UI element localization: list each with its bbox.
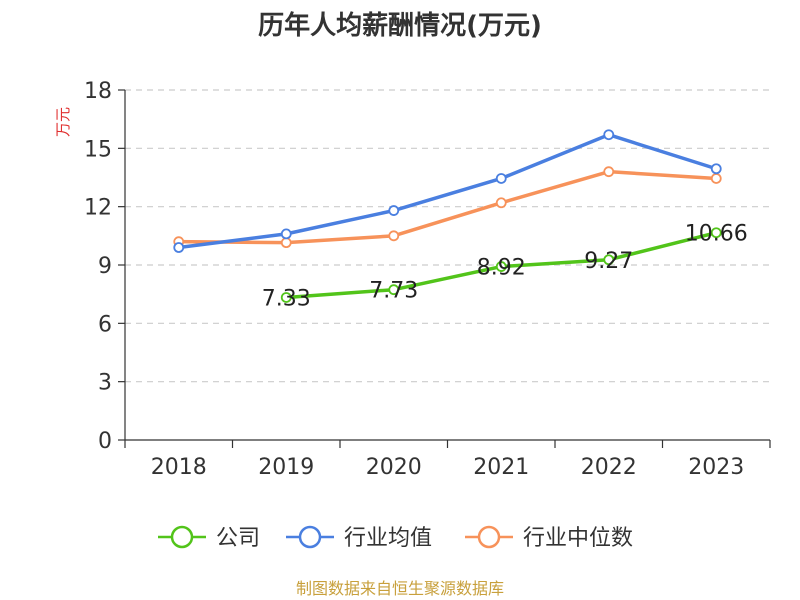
x-tick-label: 2023 xyxy=(688,455,744,480)
chart-title: 历年人均薪酬情况(万元) xyxy=(258,10,542,41)
legend-item[interactable]: 行业中位数 xyxy=(465,525,633,551)
x-tick-label: 2022 xyxy=(581,455,637,480)
legend-item[interactable]: 公司 xyxy=(158,525,260,551)
x-tick-label: 2018 xyxy=(151,455,207,480)
data-point[interactable] xyxy=(603,129,615,141)
data-point[interactable] xyxy=(388,284,400,296)
series-line xyxy=(178,132,717,250)
source-note: 制图数据来自恒生聚源数据库 xyxy=(296,579,504,598)
data-label: 10.66 xyxy=(685,222,748,247)
gridlines xyxy=(125,89,770,383)
legend-marker xyxy=(477,525,501,549)
y-tick-label: 6 xyxy=(98,312,112,337)
data-point[interactable] xyxy=(710,163,722,175)
y-tick-label: 0 xyxy=(98,429,112,454)
y-tick-label: 12 xyxy=(84,196,112,221)
y-axis-label: 万元 xyxy=(54,107,72,137)
y-tick-label: 15 xyxy=(84,137,112,162)
data-point[interactable] xyxy=(388,205,400,216)
data-point[interactable] xyxy=(495,197,507,209)
data-label: 7.33 xyxy=(262,286,311,311)
data-point[interactable] xyxy=(280,228,292,240)
data-point[interactable] xyxy=(495,261,507,272)
data-label: 7.73 xyxy=(369,279,418,304)
legend-marker xyxy=(170,525,194,549)
data-point[interactable] xyxy=(280,237,292,249)
data-point[interactable] xyxy=(603,254,615,266)
legend[interactable]: 公司 行业均值 行业中位数 xyxy=(158,525,633,551)
data-label: 8.92 xyxy=(477,256,526,281)
data-point[interactable] xyxy=(710,227,722,239)
legend-label: 行业均值 xyxy=(344,526,432,551)
data-label: 9.27 xyxy=(584,249,633,274)
y-tick-label: 3 xyxy=(98,371,112,396)
legend-label: 行业中位数 xyxy=(523,526,633,551)
series-layer xyxy=(173,129,722,303)
data-point[interactable] xyxy=(280,292,292,303)
x-tick-label: 2020 xyxy=(366,455,422,480)
data-point[interactable] xyxy=(603,166,615,178)
data-point[interactable] xyxy=(495,173,507,184)
x-tick-label: 2021 xyxy=(473,455,529,480)
y-tick-label: 18 xyxy=(84,79,112,104)
axes: 0 3 6 9 12 15 18 2018 2019 2020 2021 2022 2023 xyxy=(84,79,771,480)
data-point[interactable] xyxy=(388,230,400,242)
data-point[interactable] xyxy=(173,242,185,253)
legend-marker xyxy=(298,525,322,549)
y-tick-label: 9 xyxy=(98,254,112,279)
series-line xyxy=(178,169,717,245)
x-tick-label: 2019 xyxy=(258,455,314,480)
data-labels: 7.33 7.73 8.92 9.27 10.66 xyxy=(262,222,748,312)
data-point[interactable] xyxy=(710,173,722,184)
legend-item[interactable]: 行业均值 xyxy=(286,525,432,551)
legend-label: 公司 xyxy=(216,526,260,551)
